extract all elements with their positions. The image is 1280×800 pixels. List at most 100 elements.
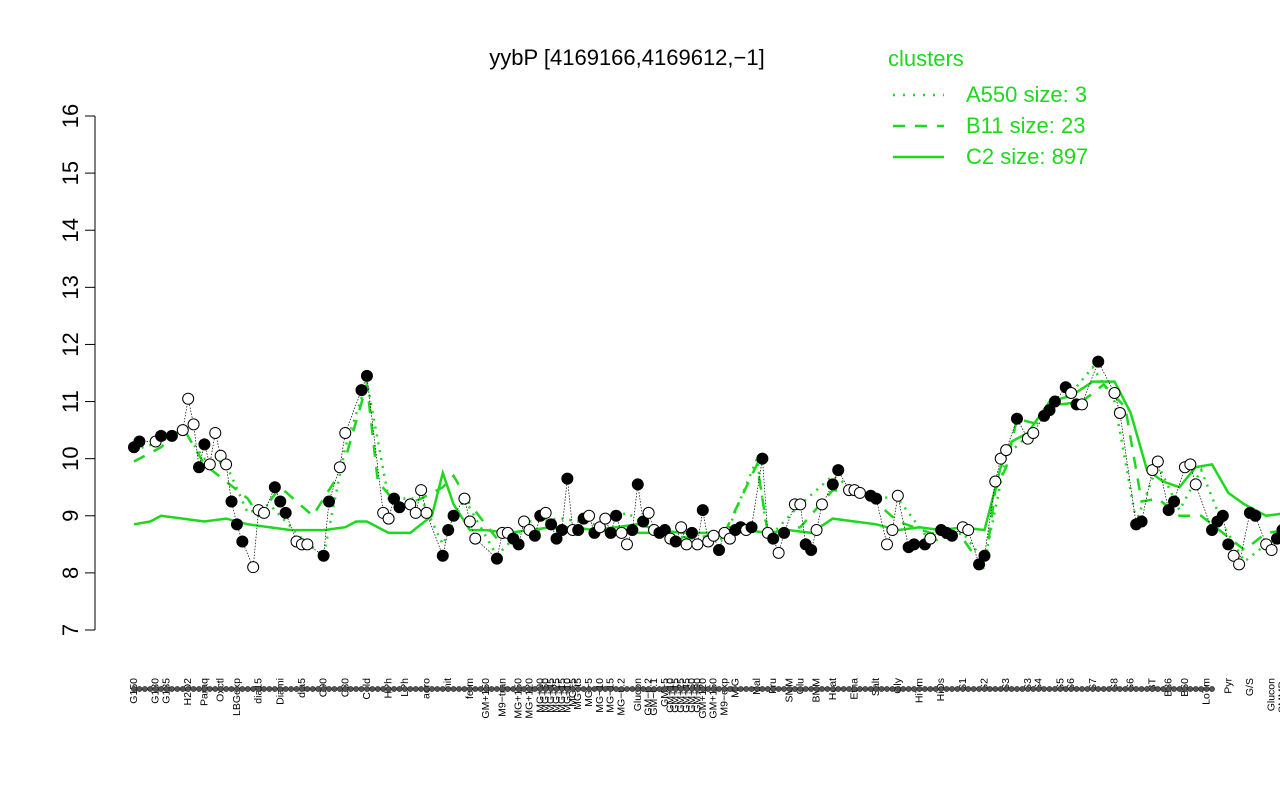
x-marker bbox=[938, 686, 945, 692]
data-point bbox=[1108, 386, 1121, 399]
x-marker bbox=[396, 686, 403, 692]
x-marker bbox=[136, 686, 143, 692]
x-marker bbox=[309, 686, 316, 692]
x-marker bbox=[488, 686, 495, 692]
x-marker bbox=[174, 686, 181, 692]
x-marker bbox=[206, 686, 213, 692]
data-point bbox=[1189, 478, 1202, 491]
data-point bbox=[978, 549, 991, 562]
x-marker bbox=[499, 686, 506, 692]
data-point bbox=[870, 492, 883, 505]
x-marker bbox=[754, 686, 760, 692]
data-point bbox=[393, 501, 406, 514]
x-marker bbox=[293, 686, 300, 692]
data-point bbox=[767, 532, 780, 545]
data-point bbox=[339, 426, 352, 439]
x-tick-label: Glucon bbox=[632, 678, 644, 711]
data-point bbox=[691, 538, 704, 551]
x-marker bbox=[667, 686, 674, 692]
data-point bbox=[187, 418, 200, 431]
data-point bbox=[826, 478, 839, 491]
data-point bbox=[685, 526, 698, 539]
x-tick-label: MG−0.2 bbox=[616, 678, 628, 716]
x-marker bbox=[586, 686, 592, 692]
data-point bbox=[810, 524, 823, 537]
x-marker bbox=[1030, 686, 1037, 692]
data-point bbox=[458, 492, 471, 505]
x-marker bbox=[1133, 686, 1140, 692]
x-marker bbox=[645, 686, 652, 692]
data-point bbox=[220, 458, 233, 471]
y-tick-label: 7 bbox=[58, 624, 83, 636]
x-marker bbox=[185, 686, 192, 692]
x-marker bbox=[1160, 686, 1167, 692]
x-marker bbox=[748, 686, 755, 692]
data-point bbox=[756, 452, 769, 465]
x-marker bbox=[640, 686, 647, 692]
x-marker bbox=[1176, 686, 1183, 692]
x-marker bbox=[689, 686, 695, 692]
x-marker bbox=[1171, 686, 1177, 692]
data-point bbox=[631, 478, 644, 491]
x-marker bbox=[461, 686, 468, 692]
y-tick-label: 9 bbox=[58, 510, 83, 522]
data-point bbox=[382, 512, 395, 525]
x-tick-label: Paraq bbox=[198, 678, 210, 706]
data-point bbox=[908, 538, 921, 551]
data-point bbox=[225, 495, 238, 508]
data-point bbox=[973, 558, 986, 571]
x-tick-label: MG+60 bbox=[540, 678, 552, 713]
x-marker bbox=[672, 686, 679, 692]
x-marker bbox=[943, 686, 950, 692]
x-marker bbox=[596, 686, 603, 692]
x-marker bbox=[824, 686, 831, 692]
legend-title: clusters bbox=[888, 46, 964, 71]
x-marker bbox=[1095, 686, 1102, 692]
x-marker bbox=[856, 686, 863, 692]
x-marker bbox=[1008, 686, 1015, 692]
x-tick-label: GM−0.1 bbox=[648, 678, 660, 716]
x-marker bbox=[591, 686, 598, 692]
x-marker bbox=[423, 686, 430, 692]
x-marker bbox=[531, 686, 538, 692]
x-marker bbox=[884, 686, 890, 692]
data-point bbox=[203, 458, 216, 471]
x-marker bbox=[835, 686, 842, 692]
x-tick-label: MG+5 bbox=[567, 678, 579, 707]
x-marker bbox=[905, 686, 912, 692]
x-marker bbox=[607, 686, 614, 692]
x-marker bbox=[949, 686, 955, 692]
data-point bbox=[989, 475, 1002, 488]
data-point bbox=[1043, 404, 1056, 417]
data-point bbox=[528, 529, 541, 542]
data-point bbox=[469, 532, 482, 545]
x-marker bbox=[732, 686, 739, 692]
legend-label-c2: C2 size: 897 bbox=[966, 144, 1088, 169]
data-point bbox=[593, 521, 606, 534]
x-marker bbox=[656, 686, 663, 692]
x-marker bbox=[336, 686, 343, 692]
x-marker bbox=[786, 686, 793, 692]
data-point bbox=[404, 498, 417, 511]
data-point bbox=[886, 524, 899, 537]
data-point bbox=[198, 438, 211, 451]
x-marker bbox=[239, 686, 246, 692]
data-points bbox=[128, 355, 1280, 574]
x-marker bbox=[401, 686, 408, 692]
x-marker bbox=[986, 686, 993, 692]
x-marker bbox=[277, 686, 284, 692]
series-line-solid bbox=[133, 380, 1280, 535]
data-point bbox=[447, 509, 460, 522]
x-marker bbox=[721, 686, 728, 692]
profile-line bbox=[133, 360, 1280, 568]
x-marker bbox=[418, 686, 425, 692]
x-marker bbox=[244, 686, 251, 692]
x-marker bbox=[927, 686, 934, 692]
x-marker bbox=[537, 686, 544, 692]
data-point bbox=[853, 486, 866, 499]
x-marker bbox=[651, 686, 657, 692]
data-point bbox=[182, 392, 195, 405]
x-marker bbox=[900, 686, 907, 692]
x-marker bbox=[840, 686, 847, 692]
data-point bbox=[924, 532, 937, 545]
